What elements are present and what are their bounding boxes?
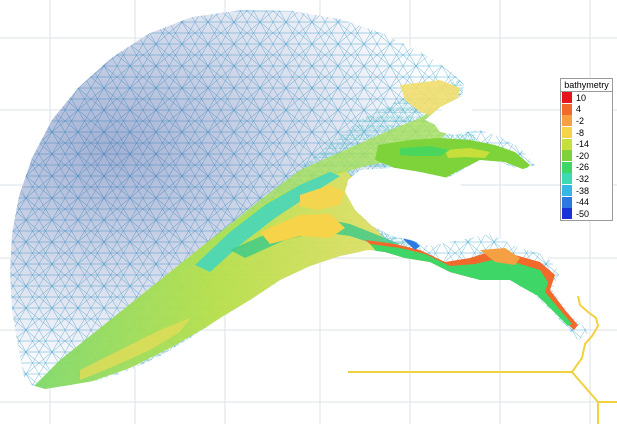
legend-label: -14 (576, 139, 590, 150)
legend-entry: -32 (561, 173, 612, 185)
boundary-river (571, 295, 600, 373)
land-areas (345, 102, 480, 240)
legend-swatch (562, 92, 572, 104)
legend-entry: 10 (561, 92, 612, 104)
legend-entry: -2 (561, 115, 612, 127)
legend-label: -8 (576, 127, 585, 138)
legend-entry: -50 (561, 208, 612, 220)
legend-swatch (562, 196, 572, 208)
legend-label: -20 (576, 150, 590, 161)
legend-swatch (562, 127, 572, 139)
legend-entry: -26 (561, 161, 612, 174)
boundary-lines (348, 295, 617, 424)
legend-swatch (562, 173, 572, 185)
legend-entry: -14 (561, 138, 612, 150)
bathymetry-legend: bathymetry 10 4 -2 -8 -14 -20 -26 -32 -38 -44 -50 (560, 78, 613, 221)
legend-swatch (562, 185, 572, 197)
legend-swatch (562, 103, 572, 115)
legend-label: -44 (576, 197, 590, 208)
legend-swatch (562, 208, 572, 220)
legend-entry: 4 (561, 103, 612, 116)
land-peninsula (345, 168, 480, 240)
legend-entry: -38 (561, 185, 612, 197)
legend-swatch (562, 150, 572, 162)
legend-entry: -20 (561, 150, 612, 162)
legend-swatch (562, 161, 572, 173)
boundary-diagonal (571, 371, 617, 403)
legend-label: 4 (576, 104, 582, 115)
land-north-cape (430, 102, 475, 135)
legend-entry: -8 (561, 127, 612, 139)
legend-title: bathymetry (561, 79, 612, 92)
shoal (260, 214, 345, 244)
legend-label: -2 (576, 115, 585, 126)
legend-label: -38 (576, 185, 590, 196)
legend-label: 10 (576, 92, 587, 103)
legend-label: -32 (576, 173, 590, 184)
south-estuary (365, 240, 578, 330)
legend-swatch (562, 115, 572, 127)
legend-label: -50 (576, 208, 590, 219)
legend-swatch (562, 138, 572, 150)
legend-entry: -44 (561, 196, 612, 208)
legend-label: -26 (576, 162, 590, 173)
